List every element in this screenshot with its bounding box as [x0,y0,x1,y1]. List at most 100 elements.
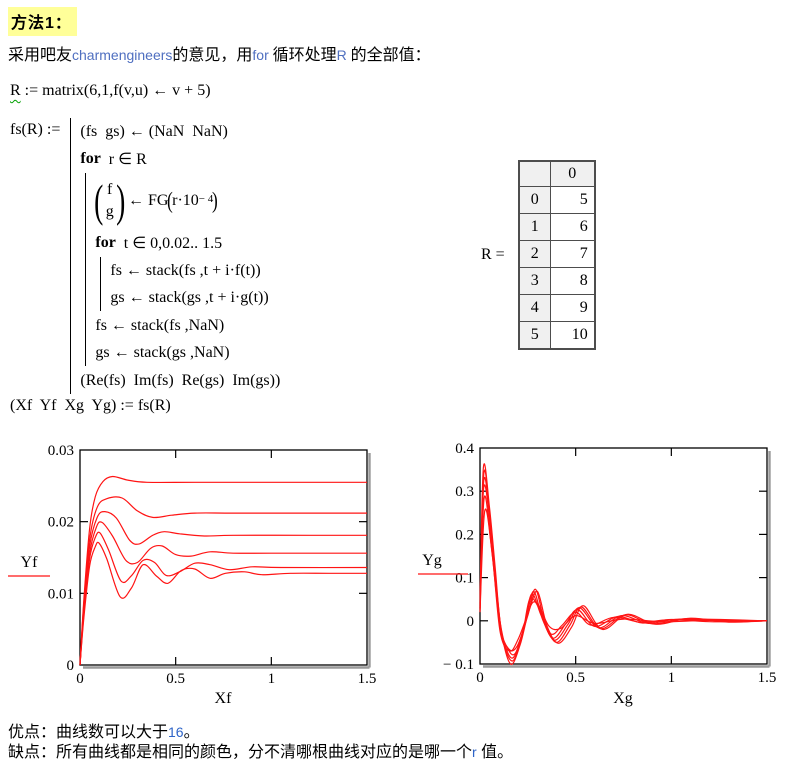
svg-text:0.1: 0.1 [455,571,474,587]
value-cell: 8 [549,267,596,295]
for-keyword: for [80,149,101,167]
svg-text:Xf: Xf [215,690,233,707]
program-line-init: (fs gs) ← (NaN NaN) [80,122,228,140]
fg-argument: r·10 [172,192,199,209]
value-cell: 7 [549,240,596,268]
trace-trace6 [79,541,367,666]
value-cell: 6 [549,213,596,241]
intro-text: 的意见，用 [172,47,253,64]
trace-trace5 [79,531,368,666]
intro-line: 采用吧友charmengineers的意见，用for 循环处理R 的全部值： [8,41,431,65]
for-t-range: t ∈ 0,0.02.. 1.5 [115,234,223,252]
section-title: 方法1： [8,7,77,36]
program-line-for-r: for r ∈ R [80,145,280,172]
row-index-cell: 2 [518,240,551,268]
program-line-stack-fs: fs ← stack(fs ,t + i·f(t)) [110,261,261,279]
value-cell: 9 [549,294,596,322]
svg-text:0.01: 0.01 [48,586,74,602]
intro-text: 采用吧友 [8,47,73,64]
svg-text:0.4: 0.4 [455,441,474,457]
program-region[interactable]: fs(R) := (fs gs) ← (NaN NaN) for r ∈ R (… [10,118,280,394]
exponent: − 4 [198,193,214,205]
svg-text:0.5: 0.5 [566,670,585,686]
r-table-label: R = [481,246,509,263]
right-paren: ) [115,175,125,226]
value-cell: 5 [549,186,596,214]
svg-text:1: 1 [268,671,276,687]
intro-text: 循环处理 [272,47,337,64]
disadvantage-text: 缺点：所有曲线都是相同的颜色，分不清哪根曲线对应的是哪一个 [8,744,473,761]
svg-text:1: 1 [668,670,676,686]
advantage-number: 16 [168,724,184,740]
svg-text:0.03: 0.03 [48,443,74,459]
left-paren: ( [94,175,104,226]
vector-g: g [105,203,114,220]
corner-cell [518,160,551,187]
fg-function: FG [148,192,169,209]
for-t-body: fs ← stack(fs ,t + i·f(t)) gs ← stack(gs… [100,257,280,311]
svg-text:0.3: 0.3 [455,484,474,500]
left-paren: ( [167,187,174,213]
program-line-stack-gs-nan: gs ← stack(gs ,NaN) [95,343,230,361]
for-keyword: for [95,233,116,251]
row-index-cell: 3 [518,267,551,295]
value-cell: 10 [549,321,596,350]
intro-keyword-for: for [252,47,273,63]
section-title-text: 方法1： [11,15,72,32]
disadvantage-line: 缺点：所有曲线都是相同的颜色，分不清哪根曲线对应的是哪一个r 值。 [8,738,513,762]
table-header-row: 0 [518,160,596,187]
right-paren: ) [212,187,218,213]
program-label: fs(R) := [10,121,65,138]
row-index-cell: 5 [518,321,551,350]
vector-f: f [107,181,113,199]
disadvantage-variable-r: r [472,744,477,760]
r-variable-redefined: R [10,82,21,99]
table-row: 5 10 [518,321,596,350]
xy-assignment-region[interactable]: (Xf Yf Xg Yg) := fs(R) [10,397,171,414]
row-index-cell: 4 [518,294,551,322]
intro-text: 的全部值： [350,47,431,64]
trace-trace6 [479,508,768,652]
trace-trace1 [79,475,367,666]
column-header-cell: 0 [549,160,596,187]
advantage-text: 优点：曲线数可以大于 [8,724,169,741]
svg-text:1.5: 1.5 [758,670,777,686]
advantage-text: 。 [183,724,200,741]
svg-text:− 0.1: − 0.1 [443,657,474,673]
trace-trace4 [79,521,367,666]
row-index-cell: 0 [518,186,551,214]
assign-arrow: ← [124,192,149,209]
svg-text:0: 0 [76,671,84,687]
svg-text:1.5: 1.5 [358,671,377,687]
r-definition-expression: := matrix(6,1,f(v,u) ← v + 5) [20,82,211,99]
r-definition-region[interactable]: R := matrix(6,1,f(v,u) ← v + 5) [10,82,211,100]
trace-trace4 [479,484,768,656]
chart-yf[interactable]: 0 0.5 1 1.5 0 0.01 0.02 0.03 Yf Xf [0,430,402,730]
program-line-for-t: for t ∈ 0,0.02.. 1.5 [95,229,280,256]
svg-text:Yf: Yf [21,554,39,571]
program-line-stack-fs-nan: fs ← stack(fs ,NaN) [95,316,225,334]
advantage-line: 优点：曲线数可以大于16。 [8,718,200,742]
svg-text:Yg: Yg [422,552,442,569]
svg-text:0.02: 0.02 [48,515,74,531]
trace-trace3 [79,510,367,666]
svg-text:0: 0 [476,670,484,686]
svg-text:Xg: Xg [613,690,633,707]
row-index-cell: 1 [518,213,551,241]
svg-text:0.5: 0.5 [166,671,185,687]
program-line-result: (Re(fs) Im(fs) Re(gs) Im(gs)) [80,371,281,389]
intro-variable-r: R [336,47,351,63]
disadvantage-text: 值。 [476,744,514,761]
